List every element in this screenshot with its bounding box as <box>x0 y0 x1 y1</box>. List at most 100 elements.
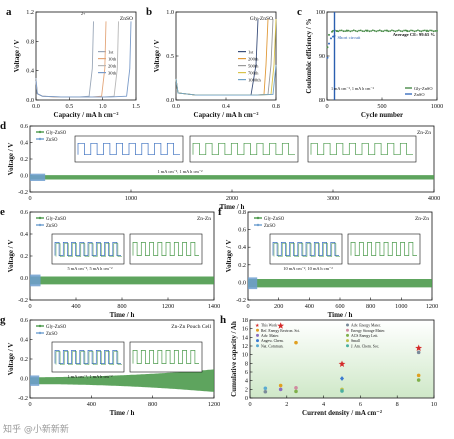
data-point-gly <box>366 29 368 32</box>
y-tick-label: -0.2 <box>236 297 246 304</box>
inset-1 <box>189 135 299 163</box>
legend-label: ZnSO <box>414 92 425 97</box>
data-point <box>278 383 283 388</box>
data-point <box>387 30 390 33</box>
legend-marker <box>256 328 259 332</box>
legend-label: Small <box>351 339 360 343</box>
legend-label: 30th <box>108 71 117 76</box>
data-point-zn <box>332 35 334 38</box>
data-point <box>411 29 414 32</box>
y-tick-label: 0.0 <box>166 97 174 104</box>
data-point <box>384 29 386 32</box>
series-band-zn <box>30 274 41 287</box>
data-point <box>340 389 344 393</box>
data-point <box>340 29 343 32</box>
data-point-diamond <box>340 376 344 381</box>
inset-0 <box>51 341 125 373</box>
x-tick-label: 0 <box>28 195 31 202</box>
x-tick-label: 1200 <box>162 303 174 310</box>
y-tick-label: 1.0 <box>166 9 174 16</box>
inset-condition-note: 1 mA cm⁻², 1 mA h cm⁻² <box>158 169 204 175</box>
y-axis-label: Cumulative capacity / Ah <box>230 321 238 397</box>
data-point <box>416 373 421 378</box>
x-tick-label: 0 <box>28 303 31 310</box>
plot-frame <box>35 11 137 101</box>
legend-label: ZnSO <box>46 332 58 337</box>
data-point-star <box>338 360 346 367</box>
inset-trace <box>77 142 180 156</box>
legend-marker <box>346 339 349 343</box>
x-tick-label: 0.4 <box>222 103 230 110</box>
inset-trace <box>310 142 413 156</box>
y-tick-label: 100 <box>316 9 325 16</box>
series-band-gly <box>30 276 214 285</box>
corner-label: Zn-Zn Pouch Cell <box>171 324 211 330</box>
x-tick-label: 400 <box>71 303 80 310</box>
data-point <box>413 30 416 33</box>
data-point <box>351 30 353 32</box>
y-tick-label: 0.0 <box>238 279 246 286</box>
y-tick-label: 12 <box>242 343 248 350</box>
inset-trace <box>132 242 199 256</box>
legend-label: 700th <box>248 71 259 76</box>
inset-trace-2 <box>55 351 122 365</box>
series-band-gly <box>30 369 214 392</box>
inset-0 <box>51 233 125 265</box>
data-point <box>359 29 362 32</box>
x-tick-label: 0.0 <box>32 103 40 110</box>
data-point <box>401 30 404 33</box>
panel-label-g: g <box>0 314 6 326</box>
y-axis-label: Voltage / V <box>225 240 233 273</box>
series-band-zn <box>30 173 46 181</box>
data-point-zn <box>328 42 330 45</box>
legend-marker <box>346 328 349 332</box>
annotation-short-circuit: Short circuit <box>338 35 362 40</box>
x-axis-label: Time / h <box>220 203 245 211</box>
data-point <box>294 340 298 345</box>
data-point <box>420 30 423 33</box>
legend-label: ACS Energy Lett. <box>351 334 378 338</box>
y-tick-label: 0.0 <box>20 376 28 383</box>
panel-g: g 0 400 800 1200 -0.2 0.0 0.2 0.4 0.6 Time / h Volt… <box>0 314 220 417</box>
data-point-gly <box>406 29 408 32</box>
data-point <box>410 29 412 32</box>
x-tick-label: 1400 <box>208 303 220 310</box>
x-axis-label: Capacity / mA h cm⁻² <box>54 111 119 119</box>
corner-label: Zn-Zn <box>417 130 431 136</box>
legend-marker <box>38 216 42 220</box>
x-axis-label: Capacity / mA h cm⁻² <box>194 111 259 119</box>
x-tick-label: 4 <box>322 401 325 408</box>
panel-f: f 0 200 400 600 800 1000 1200 -0.2 0.0 0.2 0.4 0.6 0.… <box>218 206 438 319</box>
legend-label: Adv. Energy Mater. <box>351 324 381 328</box>
y-axis-label: Voltage / V <box>13 40 21 73</box>
data-point <box>434 30 437 32</box>
x-axis-label: Cycle number <box>361 111 403 119</box>
y-tick-label: 14 <box>242 334 248 341</box>
legend-label: ZnSO <box>46 138 58 143</box>
legend-marker <box>256 216 260 220</box>
y-axis-label: Voltage / V <box>7 143 15 176</box>
y-tick-label: 0.6 <box>20 317 28 324</box>
x-tick-label: 0 <box>246 303 249 310</box>
x-tick-label: 600 <box>335 303 344 310</box>
inset-1 <box>347 233 421 265</box>
legend-marker <box>256 344 259 348</box>
y-tick-label: 0.5 <box>166 53 174 60</box>
data-point <box>396 29 399 32</box>
legend-label: 200th <box>248 57 259 62</box>
data-point <box>389 30 392 32</box>
data-point <box>294 386 298 390</box>
data-point-zn <box>330 37 332 40</box>
y-tick-label: 8 <box>245 360 248 367</box>
data-point <box>429 29 431 32</box>
x-tick-label: 400 <box>305 303 314 310</box>
data-point <box>408 30 411 33</box>
x-tick-label: 1200 <box>208 401 220 408</box>
legend-label: Nat. Commun. <box>261 344 284 348</box>
legend-label: 1st <box>108 50 114 55</box>
x-axis-label: Time / h <box>110 409 135 417</box>
legend-label: Gly-ZnSO <box>46 325 67 330</box>
x-tick-label: 400 <box>87 401 96 408</box>
series-band-gly <box>248 279 432 288</box>
